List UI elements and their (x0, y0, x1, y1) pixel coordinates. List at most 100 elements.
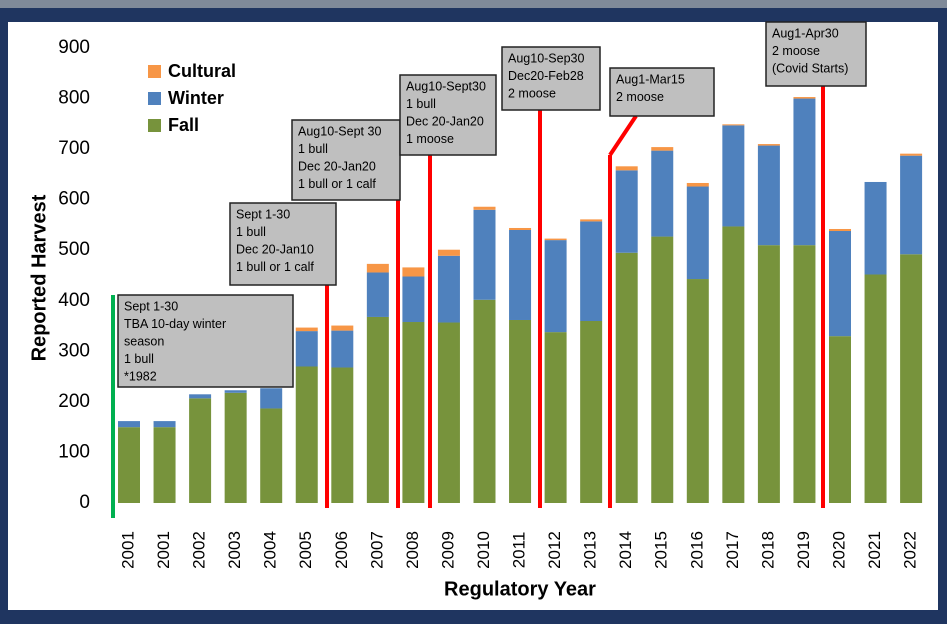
bar-segment (366, 263, 389, 273)
bar-segment (615, 252, 638, 503)
x-tick-label: 2021 (865, 531, 884, 569)
annotation-text: (Covid Starts) (772, 61, 848, 75)
legend-swatch (148, 65, 161, 78)
bar-segment (509, 230, 532, 320)
bar-segment (580, 221, 603, 321)
x-tick-label: 2003 (225, 531, 244, 569)
bar-segment (402, 267, 425, 277)
bar-segment (473, 206, 496, 210)
bar-segment (900, 254, 923, 503)
bar-segment (793, 98, 816, 246)
x-axis-title: Regulatory Year (444, 578, 596, 600)
x-tick-label: 2013 (581, 531, 600, 569)
x-tick-label: 2018 (758, 531, 777, 569)
bar-segment (722, 125, 745, 227)
bar-segment (437, 255, 460, 323)
annotation-text: 1 bull or 1 calf (298, 177, 376, 191)
bar-segment (473, 299, 496, 503)
y-tick-label: 600 (58, 189, 90, 210)
bar-segment (651, 236, 674, 504)
bar-segment (651, 150, 674, 237)
bar-segment (900, 153, 923, 156)
bar-segment (757, 144, 780, 146)
bar-segment (509, 319, 532, 503)
x-tick-label: 2017 (723, 531, 742, 569)
bar-segment (580, 321, 603, 503)
y-tick-label: 700 (58, 138, 90, 159)
annotation-text: Dec20-Feb28 (508, 69, 584, 83)
bar-segment (793, 245, 816, 503)
legend-label: Cultural (168, 61, 236, 81)
y-tick-label: 800 (58, 88, 90, 109)
x-tick-label: 2008 (403, 531, 422, 569)
annotation-text: Aug10-Sept 30 (298, 124, 381, 138)
bar-segment (580, 219, 603, 222)
bar-segment (224, 390, 247, 393)
bar-segment (686, 186, 709, 280)
bar-segment (331, 330, 354, 368)
bar-segment (757, 145, 780, 246)
annotation-text: 1 bull (124, 352, 154, 366)
bar-segment (864, 181, 887, 275)
annotation-text: Aug1-Apr30 (772, 26, 839, 40)
annotation-text: season (124, 334, 164, 348)
y-tick-label: 200 (58, 391, 90, 412)
bar-segment (437, 249, 460, 256)
annotation-text: Dec 20-Jan10 (236, 242, 314, 256)
y-tick-label: 400 (58, 290, 90, 311)
bar-segment (757, 245, 780, 503)
y-tick-label: 900 (58, 37, 90, 58)
bar-segment (331, 367, 354, 503)
x-tick-label: 2014 (616, 531, 635, 569)
annotation-text: 1 bull (406, 97, 436, 111)
bar-segment (544, 332, 567, 503)
bar-segment (651, 147, 674, 151)
bar-segment (366, 272, 389, 317)
annotation-text: Aug10-Sep30 (508, 51, 585, 65)
bar-segment (331, 325, 354, 331)
season-divider-slant (608, 114, 638, 157)
x-tick-label: 2015 (652, 531, 671, 569)
annotation-text: Dec 20-Jan20 (406, 114, 484, 128)
bar-segment (544, 240, 567, 333)
x-tick-label: 2012 (545, 531, 564, 569)
x-tick-label: 2011 (510, 532, 529, 569)
bar-segment (544, 238, 567, 241)
annotation-text: Sept 1-30 (124, 299, 178, 313)
legend-label: Winter (168, 88, 224, 108)
annotation-text: Sept 1-30 (236, 207, 290, 221)
annotation-box (229, 202, 337, 286)
annotation-text: Dec 20-Jan20 (298, 159, 376, 173)
bar-segment (473, 209, 496, 300)
bar-segment (153, 427, 176, 503)
x-tick-label: 2005 (296, 531, 315, 569)
bar-segment (153, 421, 176, 428)
annotation-box (291, 119, 401, 201)
bar-segment (402, 322, 425, 503)
bar-segment (686, 279, 709, 503)
annotation-text: 2 moose (508, 86, 556, 100)
bar-segment (722, 124, 745, 126)
annotation-text: 2 moose (616, 90, 664, 104)
bar-segment (295, 327, 318, 332)
bar-segment (829, 231, 851, 337)
bar-segment (402, 276, 425, 323)
bar-segment (118, 427, 140, 503)
x-tick-label: 2004 (261, 531, 280, 569)
x-tick-label: 2002 (190, 531, 209, 569)
annotation-text: 1 bull (236, 225, 266, 239)
bar-segment (295, 366, 318, 503)
top-strip (0, 0, 947, 8)
annotation-box (399, 74, 497, 156)
annotation-text: 2 moose (772, 44, 820, 58)
bar-segment (260, 408, 283, 503)
bar-segment (686, 182, 709, 187)
bar-segment (366, 316, 389, 503)
bar-segment (509, 227, 532, 230)
bar-segment (118, 421, 140, 428)
bar-segment (189, 398, 212, 503)
x-tick-label: 2020 (829, 531, 848, 569)
bar-segment (900, 155, 923, 255)
bar-segment (829, 336, 851, 503)
